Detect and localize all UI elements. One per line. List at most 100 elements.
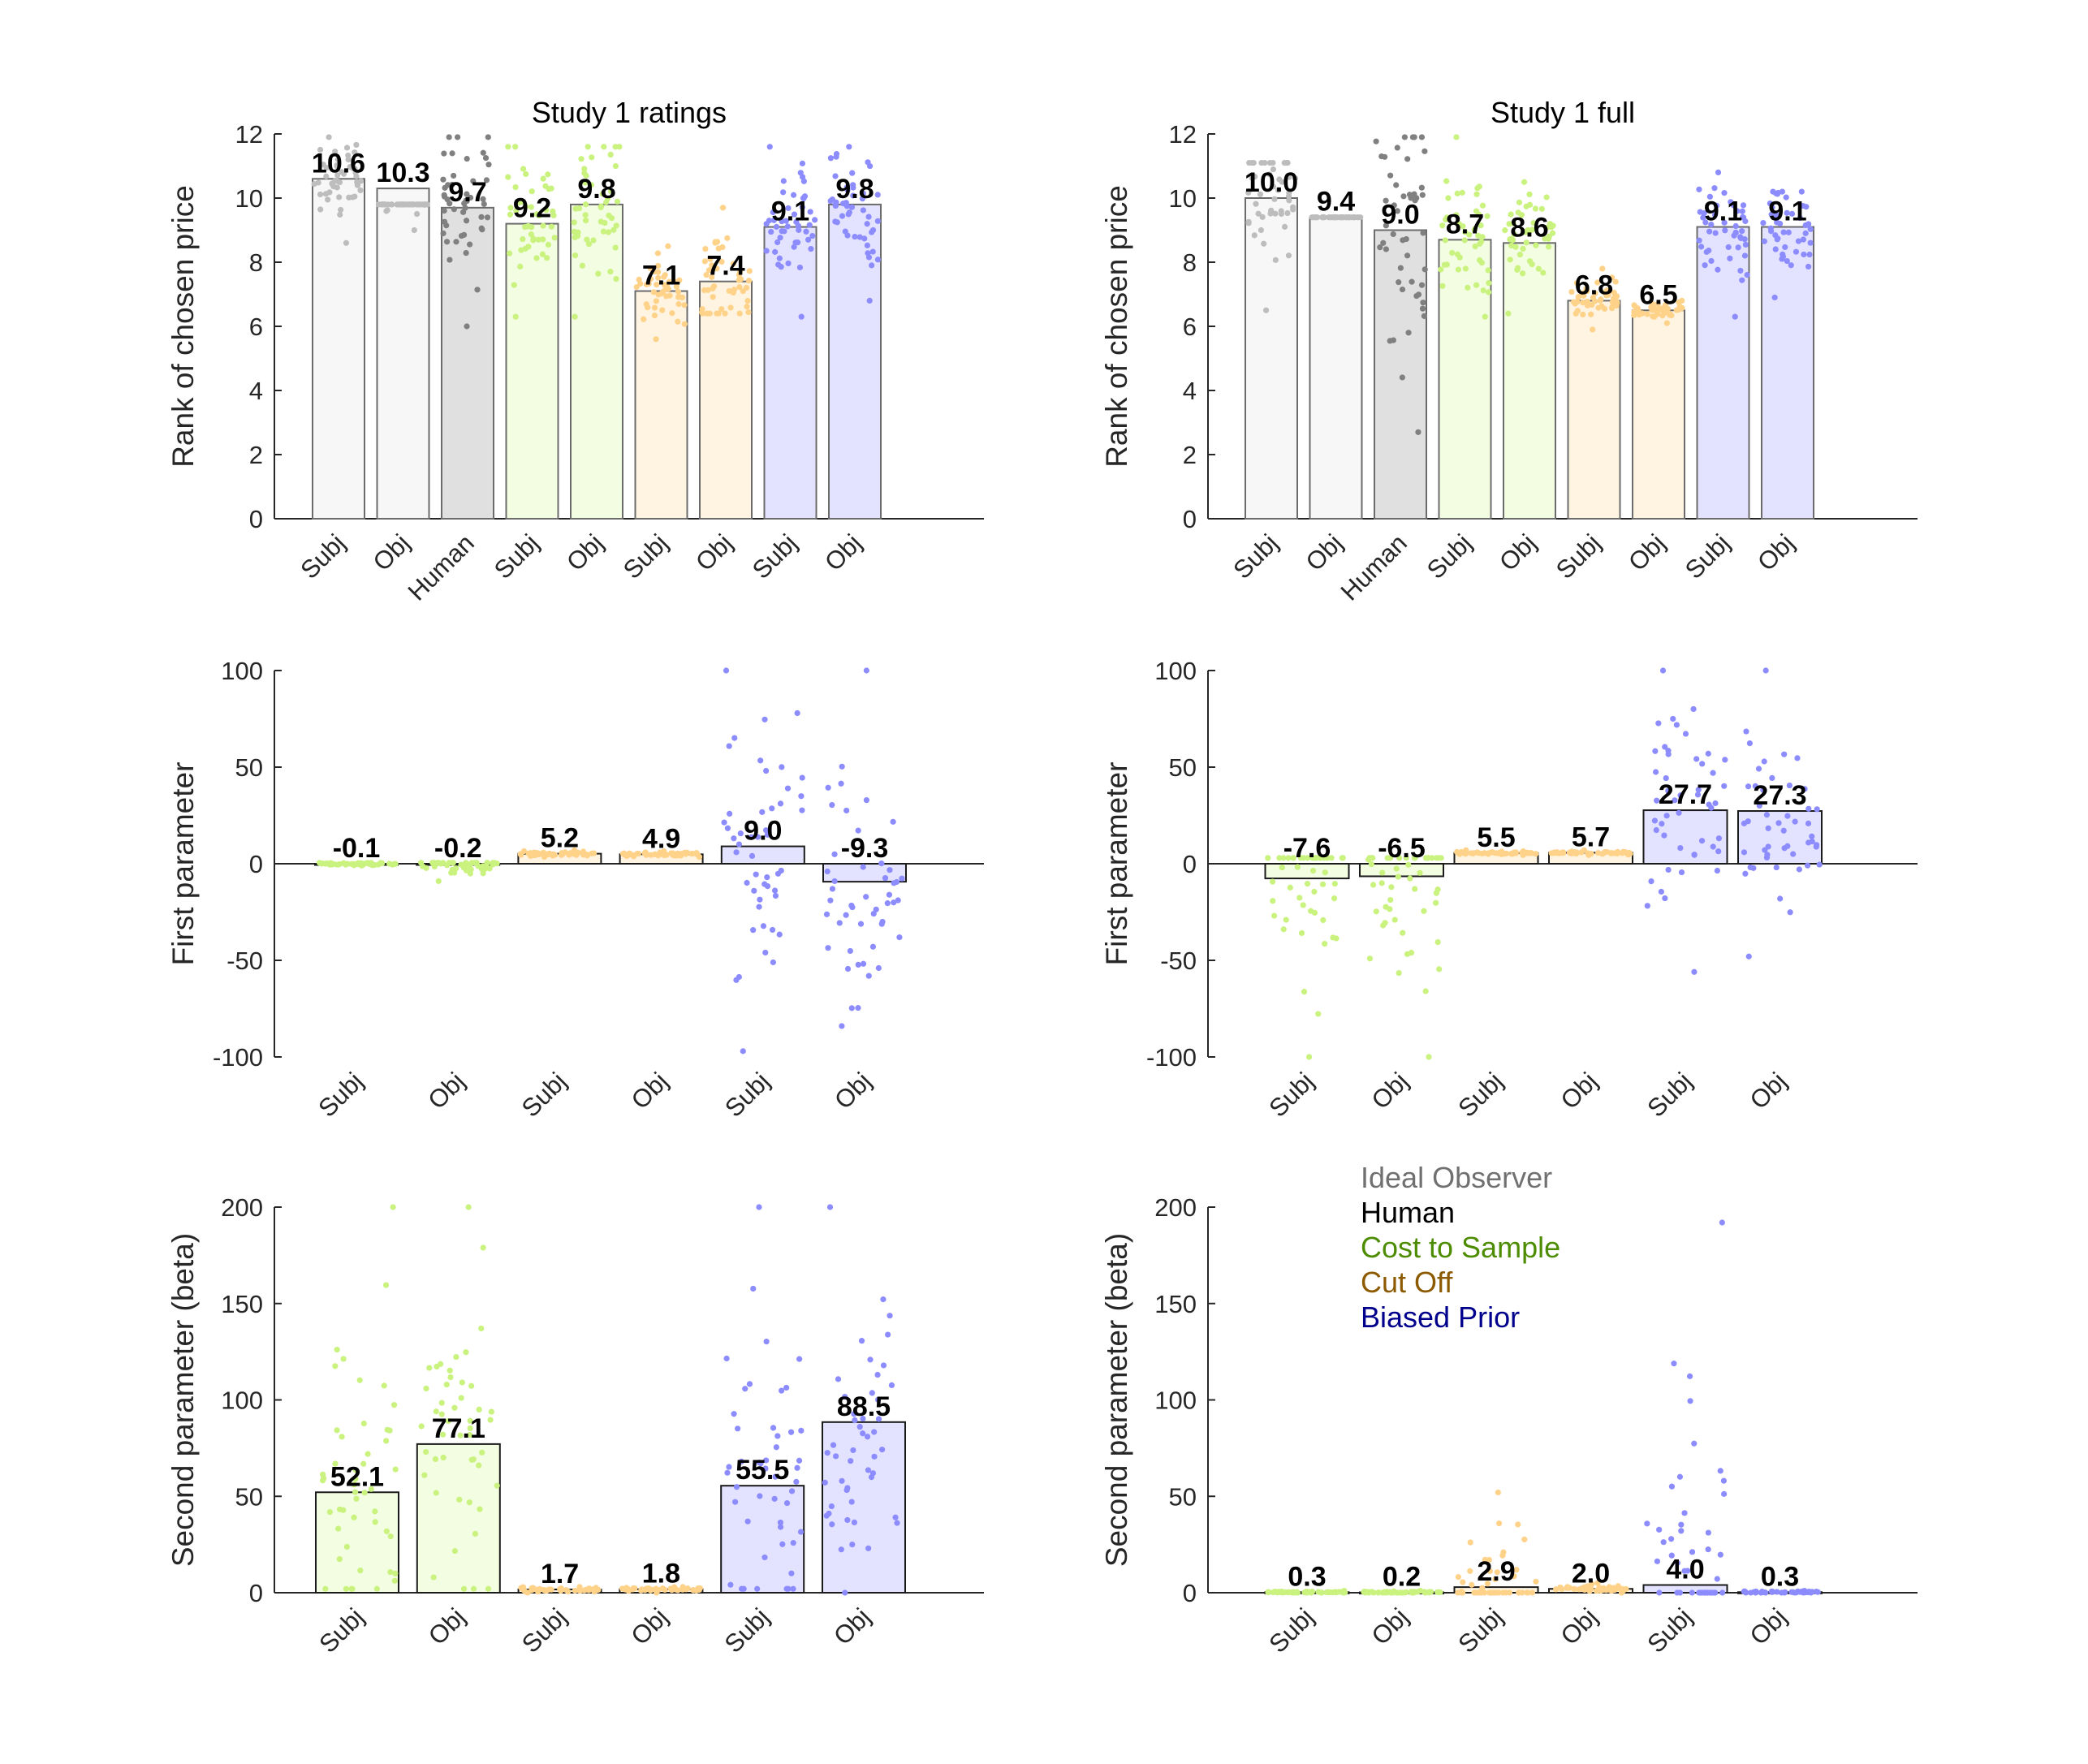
- data-point: [714, 265, 720, 272]
- data-point: [619, 1585, 626, 1592]
- data-point: [1699, 761, 1706, 767]
- data-point: [1327, 1589, 1334, 1595]
- data-point: [1533, 1578, 1539, 1585]
- data-point: [607, 269, 614, 275]
- data-point: [1663, 774, 1669, 782]
- data-point: [869, 248, 876, 255]
- data-point: [808, 245, 814, 252]
- x-tick-label: Obj: [1555, 1602, 1603, 1650]
- data-point: [343, 144, 351, 151]
- data-point: [482, 155, 490, 162]
- data-point: [896, 934, 903, 941]
- data-point: [779, 1387, 785, 1394]
- data-point: [1721, 219, 1728, 226]
- data-point: [337, 1506, 343, 1512]
- data-point: [392, 1466, 399, 1473]
- data-point: [638, 1586, 645, 1593]
- data-point: [658, 851, 665, 857]
- data-point: [675, 294, 682, 300]
- bar: [570, 203, 623, 520]
- data-point: [1609, 299, 1616, 305]
- y-axis-title: First parameter: [166, 762, 200, 966]
- data-point: [751, 887, 757, 894]
- data-point: [1777, 220, 1784, 227]
- data-point: [809, 232, 816, 239]
- bar-value-label: 9.7: [448, 177, 486, 208]
- data-point: [1589, 1581, 1595, 1587]
- data-point: [1401, 134, 1408, 140]
- data-point: [483, 177, 490, 183]
- data-point: [727, 810, 733, 817]
- data-point: [467, 1417, 473, 1424]
- data-point: [738, 1458, 744, 1465]
- data-point: [1309, 868, 1317, 874]
- data-point: [865, 254, 873, 261]
- data-point: [1489, 849, 1495, 856]
- data-point: [1677, 844, 1684, 852]
- data-point: [343, 1585, 349, 1592]
- data-point: [1655, 720, 1662, 727]
- bar-value-label: 4.0: [1666, 1555, 1704, 1585]
- data-point: [1290, 206, 1296, 213]
- data-point: [463, 218, 470, 224]
- y-tick-label: -100: [213, 1043, 263, 1072]
- data-point: [1714, 867, 1720, 874]
- data-point: [742, 1386, 748, 1392]
- data-point: [1760, 787, 1767, 793]
- data-point: [1472, 226, 1478, 232]
- data-point: [336, 1556, 343, 1563]
- data-point: [1783, 194, 1789, 201]
- data-point: [581, 166, 588, 172]
- data-point: [1515, 209, 1521, 216]
- data-point: [745, 308, 752, 316]
- data-point: [413, 201, 420, 208]
- data-point: [472, 1530, 478, 1537]
- data-point: [1767, 200, 1773, 207]
- data-point: [459, 1379, 465, 1386]
- data-point: [1712, 230, 1719, 236]
- data-point: [1698, 838, 1706, 844]
- x-tick-label: Obj: [1745, 1067, 1792, 1115]
- data-point: [1245, 220, 1252, 226]
- data-point: [763, 827, 770, 834]
- data-point: [1311, 888, 1318, 895]
- data-point: [383, 1438, 390, 1444]
- data-point: [1333, 1589, 1340, 1595]
- data-point: [1739, 277, 1745, 283]
- data-point: [1417, 869, 1423, 876]
- data-point: [589, 850, 595, 856]
- data-point: [790, 192, 797, 198]
- data-point: [659, 307, 666, 313]
- data-point: [871, 1429, 878, 1435]
- data-point: [1719, 1589, 1726, 1596]
- data-point: [1682, 731, 1689, 737]
- data-point: [608, 215, 615, 222]
- data-point: [631, 1585, 637, 1592]
- x-tick-label: Obj: [828, 1602, 876, 1650]
- data-point: [764, 874, 770, 881]
- data-point: [1285, 855, 1292, 861]
- data-point: [1454, 251, 1460, 257]
- data-point: [879, 918, 886, 925]
- data-point: [888, 1382, 895, 1389]
- data-point: [812, 217, 818, 223]
- data-point: [844, 232, 851, 239]
- data-point: [1266, 171, 1273, 178]
- data-point: [506, 250, 513, 257]
- data-point: [763, 221, 770, 227]
- data-point: [597, 204, 604, 211]
- y-tick-label: 150: [221, 1290, 263, 1318]
- chart-panel-second-param-ratings: 0 50 100 150 200 Second parameter (beta) 52.1 S…: [166, 1193, 984, 1658]
- data-point: [543, 207, 550, 213]
- data-point: [764, 831, 770, 838]
- data-point: [721, 819, 727, 826]
- data-point: [719, 244, 726, 251]
- data-point: [1702, 262, 1708, 269]
- data-point: [1635, 308, 1641, 314]
- data-point: [1807, 239, 1814, 246]
- data-point: [1270, 912, 1278, 919]
- x-tick-label: Obj: [1623, 528, 1671, 576]
- data-point: [1381, 1589, 1387, 1595]
- data-point: [520, 166, 527, 172]
- data-point: [772, 1473, 779, 1480]
